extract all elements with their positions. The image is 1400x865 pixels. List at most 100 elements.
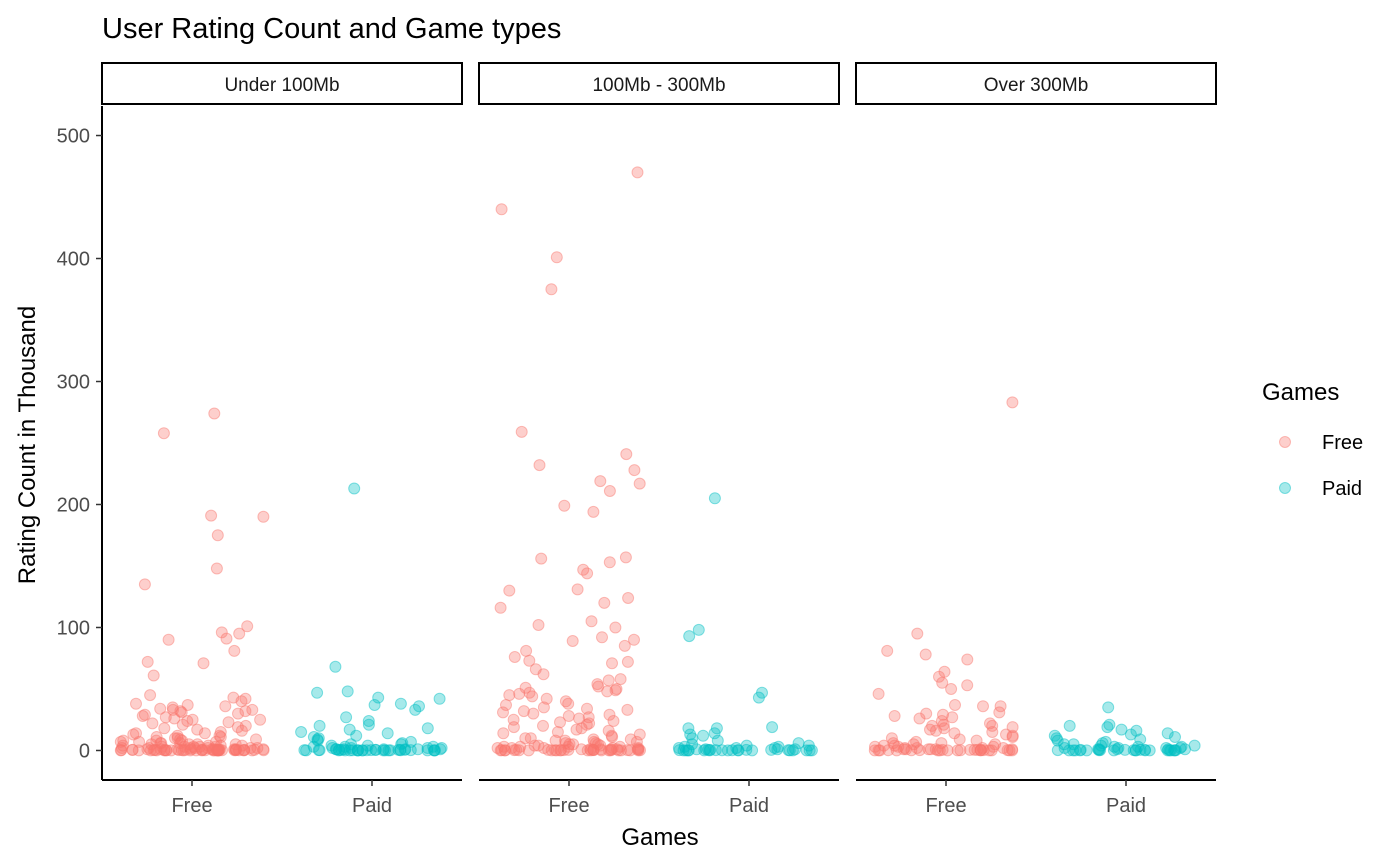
data-point	[596, 631, 608, 644]
data-point	[138, 578, 151, 591]
data-point	[1160, 742, 1173, 754]
data-point	[1168, 744, 1181, 757]
data-point	[587, 743, 600, 756]
data-point	[1000, 728, 1012, 741]
data-point	[1074, 743, 1087, 756]
data-point	[326, 742, 339, 754]
legend-label: Free	[1322, 432, 1363, 454]
data-point	[624, 733, 637, 746]
data-point	[421, 744, 434, 757]
data-point	[495, 744, 508, 757]
data-point	[235, 724, 248, 737]
data-point	[1161, 727, 1174, 740]
data-point	[229, 743, 242, 756]
data-point	[513, 744, 526, 757]
data-point	[699, 743, 712, 756]
data-point	[1069, 744, 1082, 757]
x-tick-label: Free	[548, 795, 589, 817]
data-point	[1096, 737, 1109, 750]
data-point	[345, 742, 358, 754]
data-point	[222, 716, 235, 729]
data-point	[683, 630, 696, 643]
data-point	[214, 726, 227, 738]
data-point	[935, 715, 948, 727]
data-point	[311, 733, 324, 746]
data-point	[1063, 719, 1076, 732]
data-point	[298, 744, 311, 757]
data-point	[708, 727, 721, 740]
data-point	[1139, 744, 1152, 757]
data-point	[615, 744, 627, 757]
data-point	[550, 744, 563, 757]
data-point	[144, 744, 157, 757]
data-point	[211, 529, 224, 542]
legend-item-free: Free	[1279, 432, 1363, 454]
data-point	[143, 742, 155, 754]
data-point	[977, 700, 989, 713]
data-point	[498, 744, 511, 757]
data-point	[499, 744, 512, 757]
data-point	[968, 743, 981, 756]
data-point	[680, 744, 692, 757]
data-point	[176, 744, 188, 757]
data-point	[882, 744, 895, 757]
data-point	[732, 744, 745, 757]
data-point	[362, 718, 375, 731]
data-point	[592, 680, 605, 693]
data-point	[215, 626, 228, 639]
data-point	[150, 731, 163, 743]
data-point	[594, 739, 607, 752]
data-point	[937, 718, 950, 731]
data-point	[1093, 744, 1105, 757]
data-point	[228, 644, 241, 657]
data-point	[329, 660, 342, 673]
data-point	[945, 683, 958, 695]
data-point	[300, 744, 313, 757]
data-point	[257, 510, 270, 523]
data-point	[210, 735, 222, 748]
data-point	[236, 739, 249, 752]
data-point	[588, 735, 601, 748]
data-point	[993, 706, 1006, 719]
data-point	[614, 673, 627, 686]
data-point	[114, 744, 127, 757]
data-point	[421, 722, 434, 735]
data-point	[984, 717, 996, 730]
data-point	[933, 744, 946, 757]
data-point	[974, 744, 987, 757]
data-point	[246, 744, 259, 757]
data-point	[381, 727, 394, 740]
data-point	[394, 744, 407, 757]
data-point	[528, 739, 541, 752]
data-point	[348, 482, 361, 495]
data-point	[559, 737, 572, 750]
data-point	[1115, 723, 1128, 736]
data-point	[409, 703, 422, 716]
data-point	[210, 562, 223, 575]
data-point	[549, 744, 562, 757]
data-point	[926, 719, 939, 732]
data-point	[974, 744, 987, 757]
facet-panels: Under 100Mb Free Paid 100Mb - 300Mb Free Paid…	[101, 62, 1217, 817]
data-point	[606, 731, 619, 743]
data-point	[519, 732, 532, 745]
data-point	[191, 723, 204, 736]
data-point	[1168, 744, 1181, 757]
data-point	[1169, 744, 1182, 757]
data-point	[239, 705, 252, 718]
data-point	[184, 742, 197, 754]
data-point	[352, 744, 365, 757]
data-point	[1051, 734, 1064, 747]
data-point	[239, 719, 252, 732]
data-point	[621, 655, 634, 668]
data-point	[562, 697, 575, 710]
data-point	[632, 743, 645, 756]
data-point	[684, 728, 697, 741]
data-point	[974, 743, 987, 756]
data-point	[399, 743, 412, 756]
data-point	[126, 743, 139, 756]
data-point	[411, 743, 424, 756]
data-point	[1006, 731, 1019, 743]
data-point	[610, 683, 623, 695]
data-point	[567, 738, 580, 751]
